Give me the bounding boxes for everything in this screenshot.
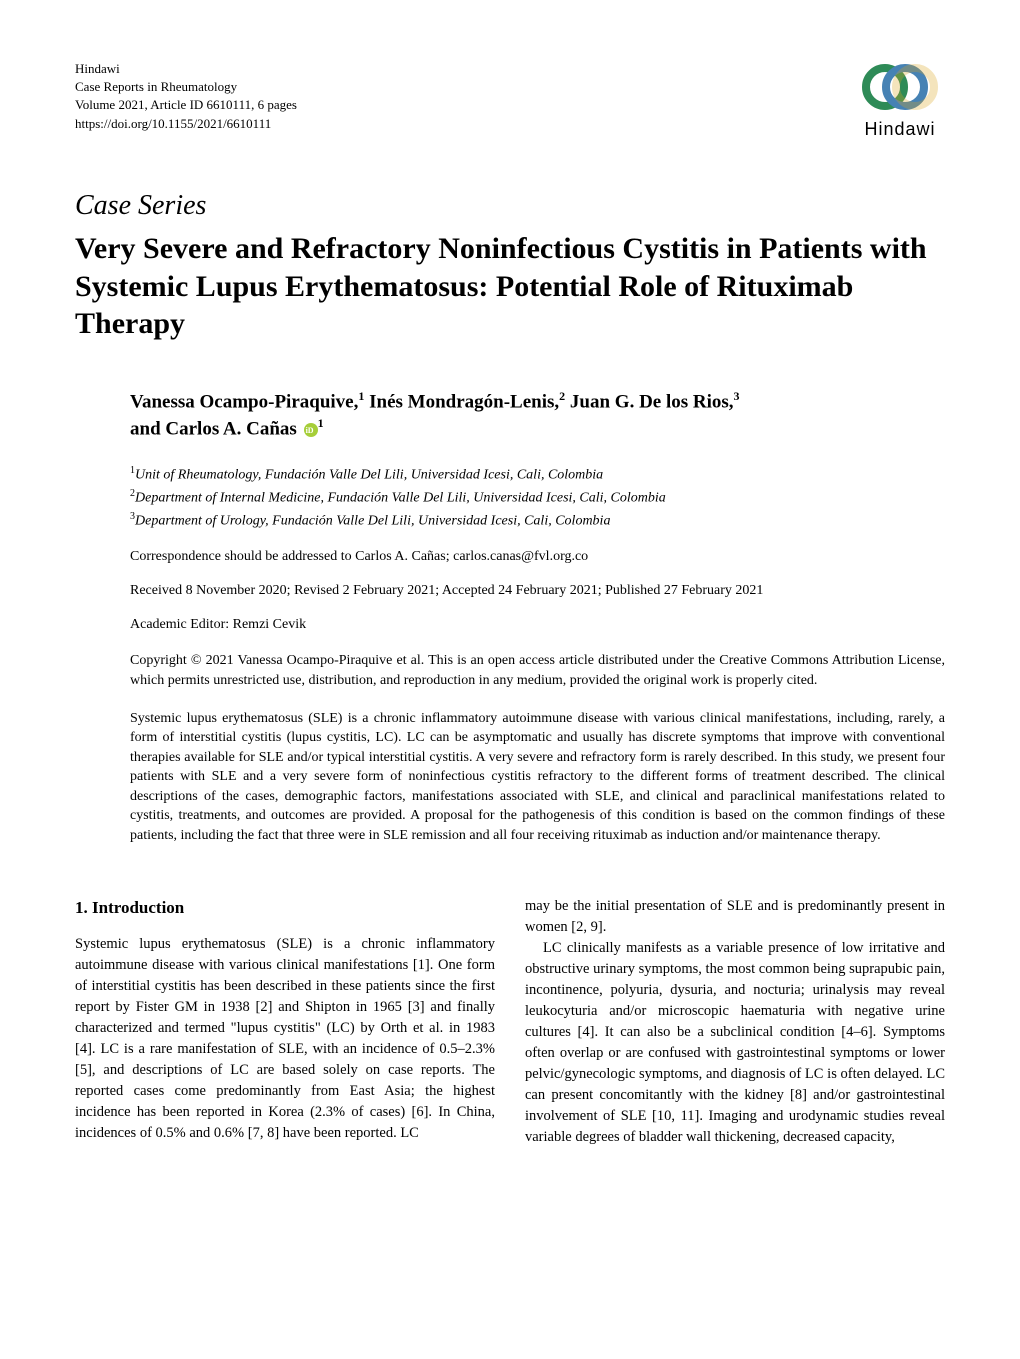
author-4-affil: 1 [318,416,324,430]
article-dates: Received 8 November 2020; Revised 2 Febr… [75,583,945,599]
intro-paragraph-1: Systemic lupus erythematosus (SLE) is a … [75,934,495,1144]
left-column: 1. Introduction Systemic lupus erythemat… [75,896,495,1148]
orcid-icon[interactable] [304,423,318,437]
hindawi-rings-icon [855,60,945,115]
volume-info: Volume 2021, Article ID 6610111, 6 pages [75,96,297,114]
article-title: Very Severe and Refractory Noninfectious… [75,230,945,343]
copyright-notice: Copyright © 2021 Vanessa Ocampo-Piraquiv… [75,651,945,690]
affiliation-1: 1Unit of Rheumatology, Fundación Valle D… [130,463,945,486]
section-heading-introduction: 1. Introduction [75,896,495,921]
author-1: Vanessa Ocampo-Piraquive, [130,391,358,412]
author-2: Inés Mondragón-Lenis, [369,391,559,412]
publisher-logo: Hindawi [855,60,945,140]
publisher-name: Hindawi [75,60,297,78]
article-type: Case Series [75,190,945,222]
correspondence: Correspondence should be addressed to Ca… [75,549,945,565]
affiliations-block: 1Unit of Rheumatology, Fundación Valle D… [75,463,945,531]
affiliation-3: 3Department of Urology, Fundación Valle … [130,509,945,532]
doi-link[interactable]: https://doi.org/10.1155/2021/6610111 [75,115,297,133]
journal-info-block: Hindawi Case Reports in Rheumatology Vol… [75,60,297,133]
author-3-affil: 3 [734,389,740,403]
affiliation-2: 2Department of Internal Medicine, Fundac… [130,486,945,509]
body-two-column: 1. Introduction Systemic lupus erythemat… [75,896,945,1148]
intro-paragraph-2: LC clinically manifests as a variable pr… [525,938,945,1148]
author-2-affil: 2 [559,389,565,403]
author-4: and Carlos A. Cañas [130,419,297,440]
abstract-text: Systemic lupus erythematosus (SLE) is a … [75,709,945,846]
page-header: Hindawi Case Reports in Rheumatology Vol… [75,60,945,140]
authors-list: Vanessa Ocampo-Piraquive,1 Inés Mondragó… [75,388,945,444]
journal-name: Case Reports in Rheumatology [75,78,297,96]
academic-editor: Academic Editor: Remzi Cevik [75,617,945,633]
right-column: may be the initial presentation of SLE a… [525,896,945,1148]
author-3: Juan G. De los Rios, [570,391,734,412]
intro-continuation: may be the initial presentation of SLE a… [525,896,945,938]
author-1-affil: 1 [358,389,364,403]
logo-text: Hindawi [864,119,935,140]
